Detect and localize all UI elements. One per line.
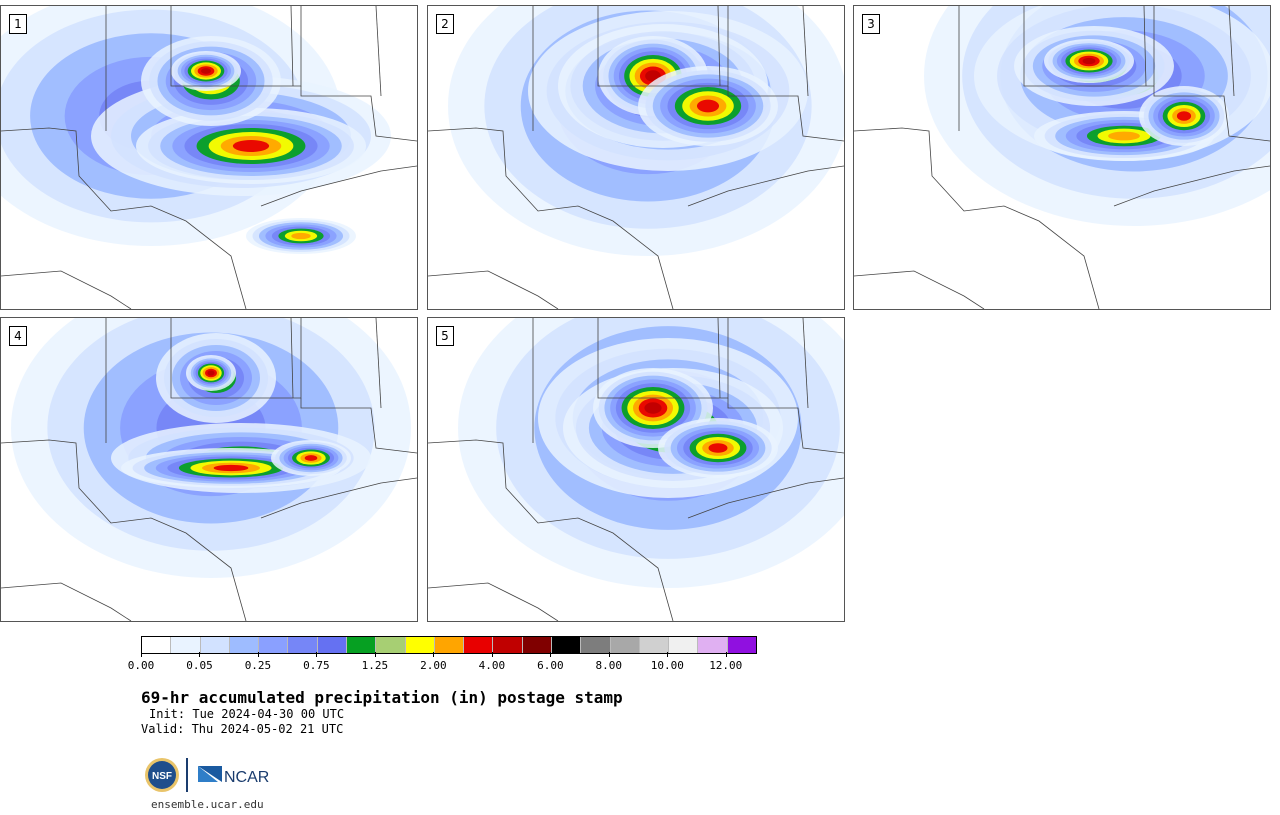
- panel-number-5: 5: [436, 326, 454, 346]
- valid-time: Valid: Thu 2024-05-02 21 UTC: [141, 722, 344, 736]
- colorbar-tick-label: 0.25: [244, 659, 272, 672]
- precip-colorbar: [141, 636, 757, 654]
- colorbar-swatch: [464, 637, 494, 653]
- site-url: ensemble.ucar.edu: [151, 798, 264, 811]
- member-panel-4[interactable]: 4: [0, 317, 418, 622]
- colorbar-tick-label: 6.00: [537, 659, 564, 672]
- colorbar-swatch: [259, 637, 289, 653]
- colorbar-swatch: [727, 637, 756, 653]
- ncar-logo-text: NCAR: [224, 769, 269, 786]
- colorbar-tick: [433, 652, 435, 657]
- colorbar-swatch: [698, 637, 728, 653]
- panel-number-4: 4: [9, 326, 27, 346]
- colorbar-tick: [141, 652, 142, 657]
- panel-number-2: 2: [436, 14, 454, 34]
- colorbar-tick-label: 0.05: [186, 659, 213, 672]
- colorbar-tick-label: 1.25: [361, 659, 389, 672]
- colorbar-swatch: [171, 637, 201, 653]
- colorbar-swatch: [317, 637, 347, 653]
- colorbar-swatch: [669, 637, 699, 653]
- colorbar-swatch: [522, 637, 552, 653]
- init-time: Init: Tue 2024-04-30 00 UTC: [149, 707, 345, 721]
- member-panel-5[interactable]: 5: [427, 317, 845, 622]
- logos: NSF NCAR: [144, 756, 274, 794]
- precip-map-2: [428, 6, 844, 309]
- colorbar-swatch: [581, 637, 611, 653]
- colorbar-swatch: [288, 637, 318, 653]
- colorbar-tick-label: 4.00: [478, 659, 506, 672]
- colorbar-swatch: [610, 637, 640, 653]
- precip-map-1: [1, 6, 417, 309]
- nsf-logo: NSF: [145, 758, 179, 792]
- colorbar-swatch: [639, 637, 670, 653]
- colorbar-swatch: [142, 637, 172, 653]
- colorbar-tick: [725, 652, 727, 657]
- member-panel-1[interactable]: 1: [0, 5, 418, 310]
- colorbar-tick: [491, 652, 493, 657]
- colorbar-tick: [374, 652, 376, 657]
- colorbar-swatch: [434, 637, 465, 653]
- colorbar-tick: [316, 652, 318, 657]
- colorbar-tick: [199, 652, 201, 657]
- colorbar-tick: [667, 652, 669, 657]
- colorbar-swatch: [200, 637, 230, 653]
- panel-number-1: 1: [9, 14, 27, 34]
- member-panel-3[interactable]: 3: [853, 5, 1271, 310]
- colorbar-tick: [257, 652, 259, 657]
- member-panel-2[interactable]: 2: [427, 5, 845, 310]
- colorbar-swatch: [229, 637, 260, 653]
- colorbar-tick-label: 12.00: [709, 659, 743, 672]
- colorbar-tick-label: 0.75: [303, 659, 330, 672]
- colorbar-swatch: [376, 637, 406, 653]
- colorbar-swatch: [493, 637, 523, 653]
- colorbar-tick-label: 0.00: [127, 659, 155, 672]
- colorbar-tick-label: 10.00: [650, 659, 684, 672]
- colorbar-tick: [550, 652, 552, 657]
- panel-number-3: 3: [862, 14, 880, 34]
- colorbar-tick: [608, 652, 610, 657]
- colorbar-swatch: [346, 637, 377, 653]
- ncar-logo: NCAR: [198, 766, 269, 786]
- precip-map-3: [854, 6, 1270, 309]
- precip-map-5: [428, 318, 844, 621]
- precip-map-4: [1, 318, 417, 621]
- nsf-logo-text: NSF: [152, 771, 172, 782]
- colorbar-swatch: [405, 637, 435, 653]
- colorbar-swatch: [551, 637, 582, 653]
- colorbar-tick-label: 2.00: [420, 659, 447, 672]
- figure-title: 69-hr accumulated precipitation (in) pos…: [141, 688, 623, 707]
- colorbar-tick-label: 8.00: [595, 659, 623, 672]
